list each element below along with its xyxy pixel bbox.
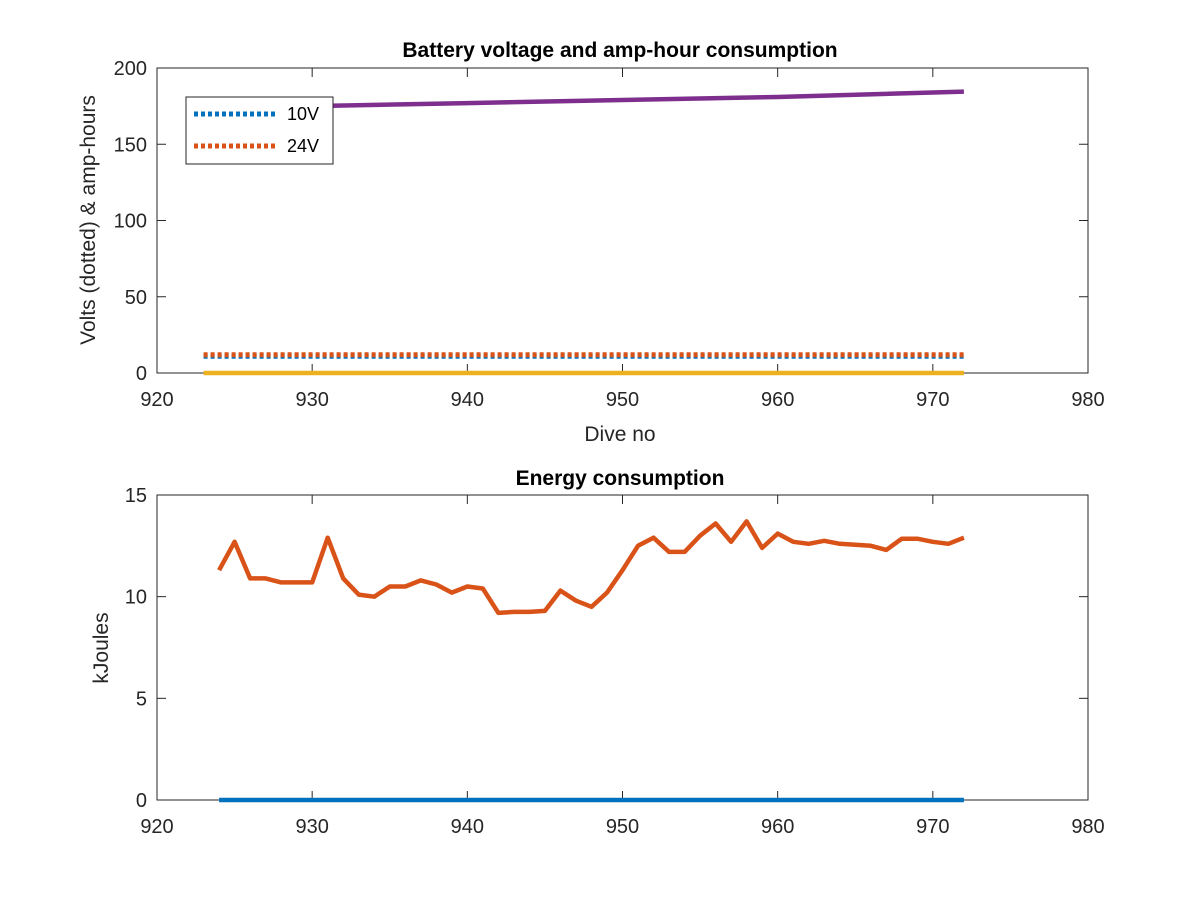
voltage-y-axis-label: Volts (dotted) & amp-hours: [77, 95, 100, 345]
energy-series-line-1: [217, 519, 965, 616]
voltage-legend: 10V 24V: [185, 96, 334, 165]
energy-chart-title: Energy consumption: [516, 467, 725, 490]
voltage-x-axis-label: Dive no: [584, 423, 655, 446]
legend-box: [185, 96, 334, 165]
energy-x-tick-label: 960: [761, 816, 794, 838]
energy-y-tick-label: 15: [125, 485, 147, 507]
energy-axis-ticks: 920 930 940 950 960 970 980 0 5 10 15: [125, 485, 1105, 838]
legend-label-24v: 24V: [287, 136, 319, 156]
voltage-y-tick-label: 100: [114, 211, 147, 233]
voltage-x-tick-label: 970: [916, 389, 949, 411]
energy-x-tick-label: 940: [451, 816, 484, 838]
energy-series: [217, 519, 965, 803]
energy-x-tick-label: 920: [140, 816, 173, 838]
energy-x-tick-label: 930: [295, 816, 328, 838]
voltage-y-tick-label: 0: [136, 363, 147, 385]
legend-label-10v: 10V: [287, 104, 319, 124]
voltage-x-tick-label: 980: [1071, 389, 1104, 411]
voltage-x-tick-label: 960: [761, 389, 794, 411]
voltage-x-tick-label: 940: [451, 389, 484, 411]
energy-x-tick-label: 980: [1071, 816, 1104, 838]
energy-y-axis-label: kJoules: [90, 612, 113, 683]
energy-plot-area: [156, 494, 1089, 801]
energy-chart: 920 930 940 950 960 970 980 0 5 10 15 Energy consu…: [90, 467, 1105, 838]
voltage-x-tick-label: 930: [295, 389, 328, 411]
voltage-x-tick-label: 920: [140, 389, 173, 411]
energy-x-tick-label: 970: [916, 816, 949, 838]
voltage-y-tick-label: 50: [125, 287, 147, 309]
voltage-axis-ticks: 920 930 940 950 960 970 980 0 50 100 150 200: [114, 58, 1105, 411]
voltage-y-tick-label: 150: [114, 134, 147, 156]
voltage-chart-title: Battery voltage and amp-hour consumption: [402, 39, 837, 62]
energy-y-tick-label: 5: [136, 688, 147, 710]
energy-y-tick-label: 10: [125, 587, 147, 609]
voltage-x-tick-label: 950: [606, 389, 639, 411]
energy-y-tick-label: 0: [136, 790, 147, 812]
voltage-y-tick-label: 200: [114, 58, 147, 80]
voltage-chart: 920 930 940 950 960 970 980 0 50 100 150 200 Batter…: [77, 39, 1105, 446]
energy-x-tick-label: 950: [606, 816, 639, 838]
